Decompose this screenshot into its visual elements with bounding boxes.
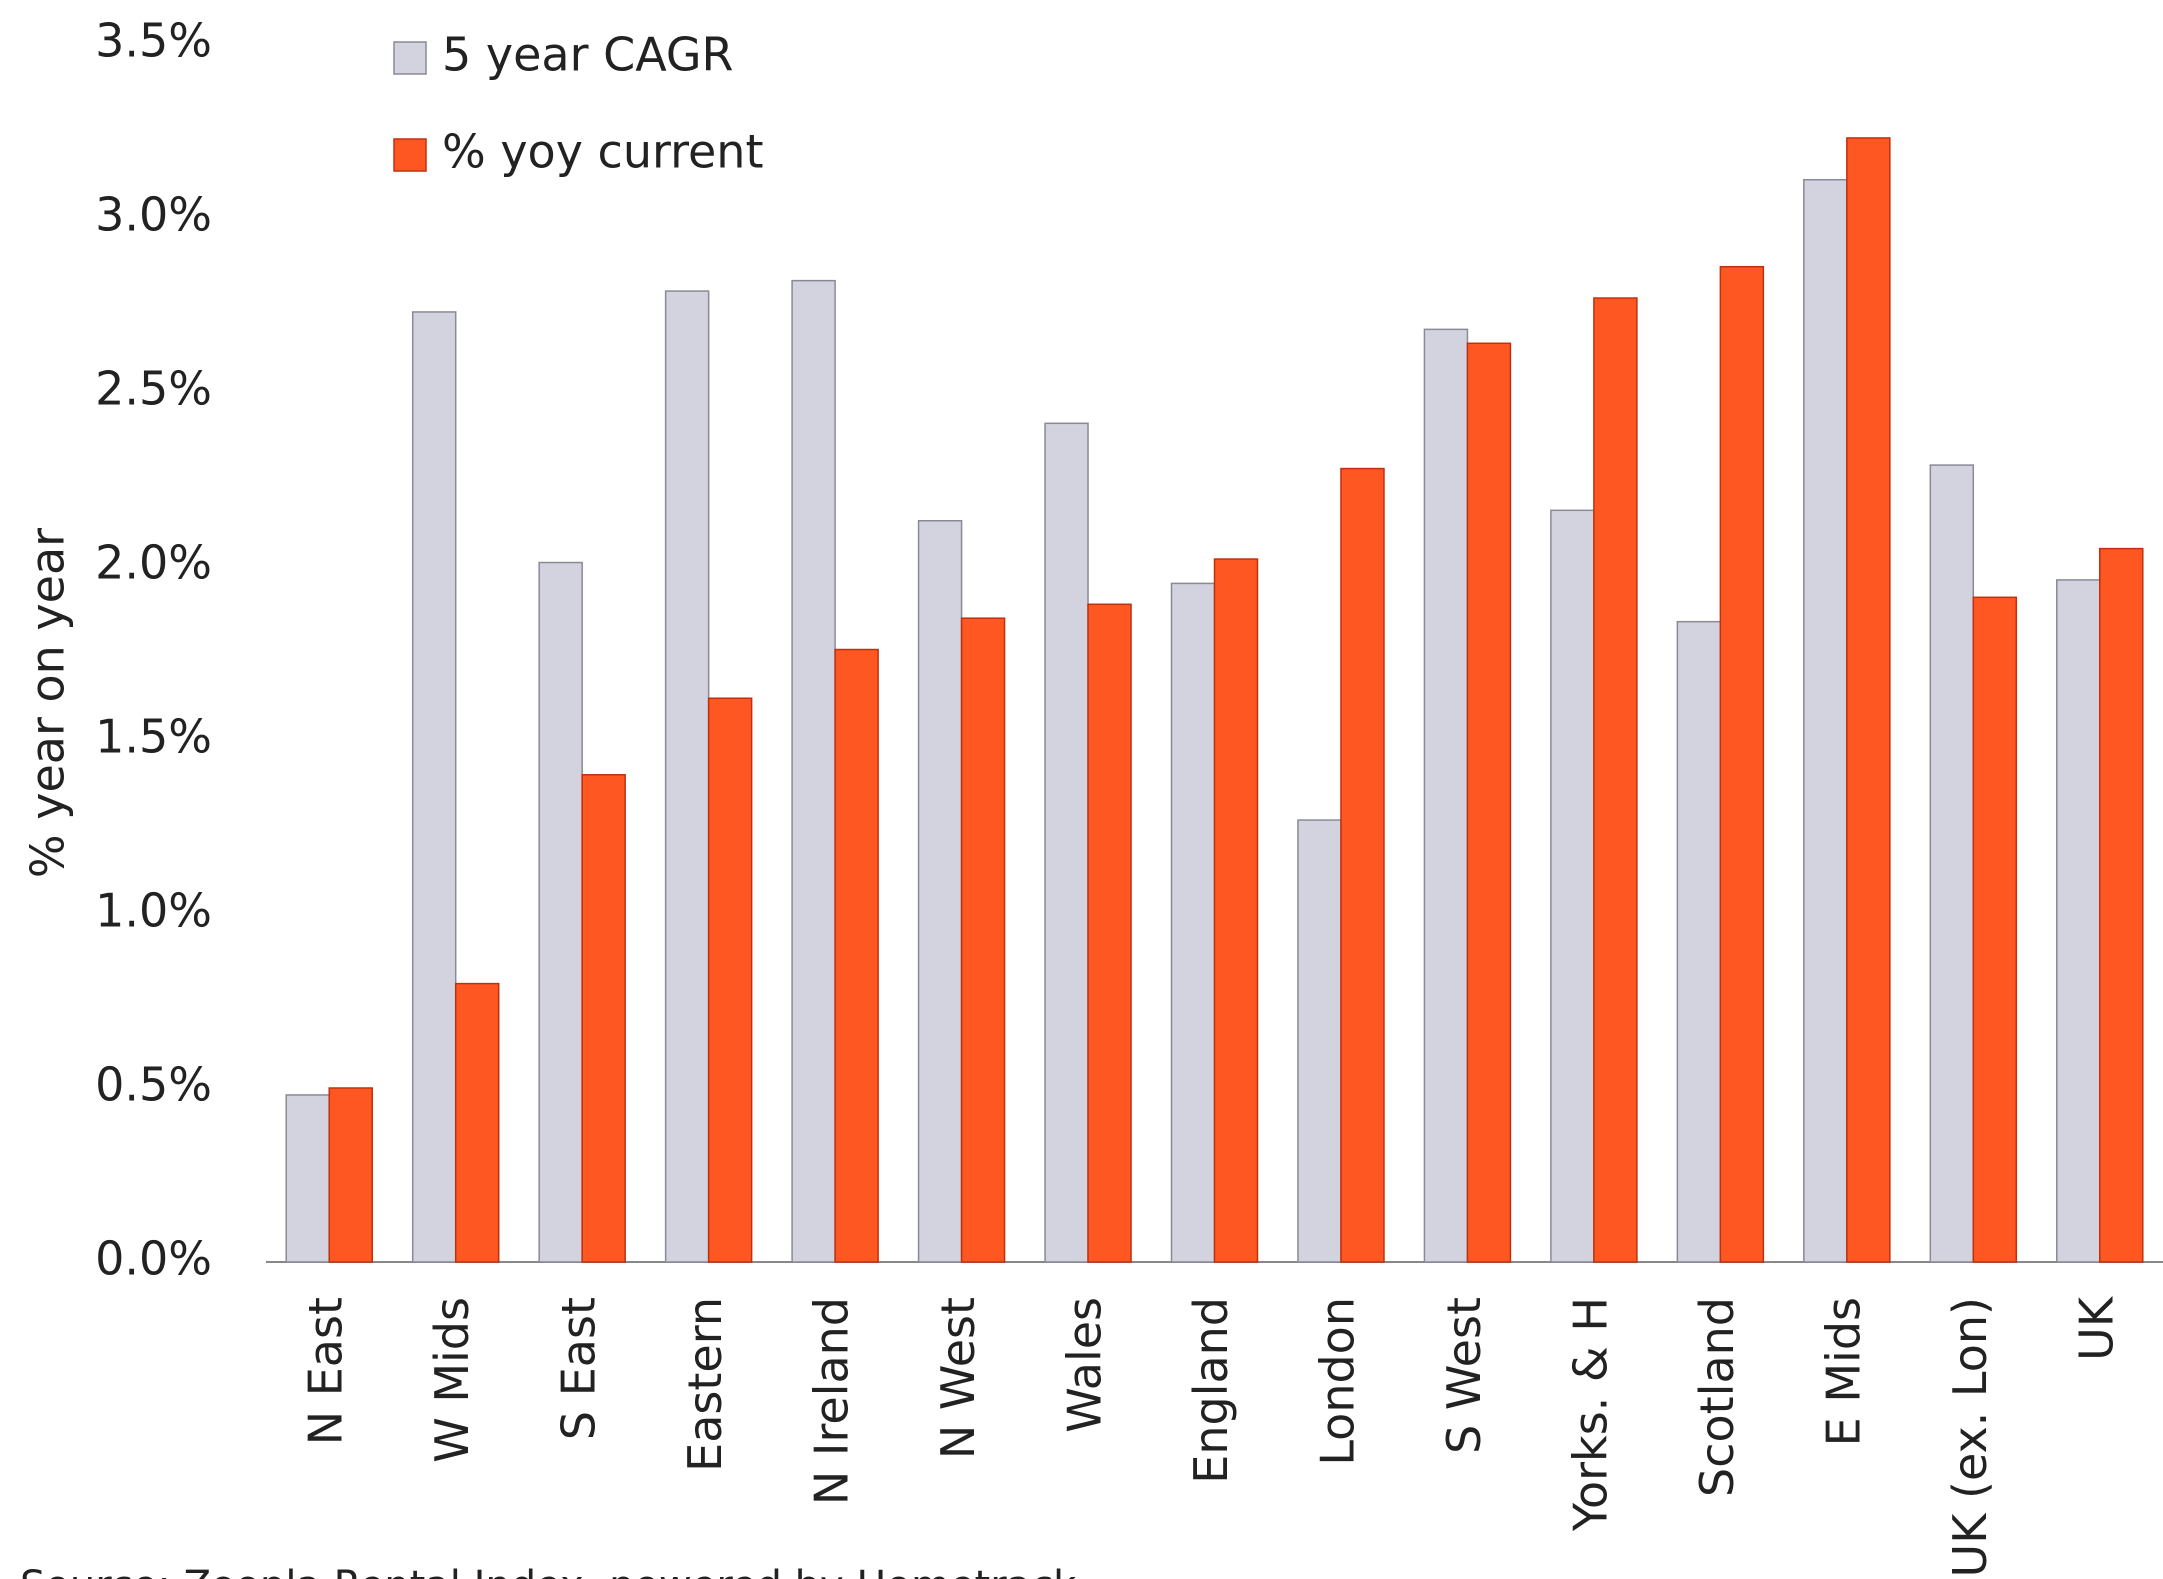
bar: [1846, 137, 1891, 1263]
y-tick-label: 0.5%: [95, 1058, 212, 1112]
bar: [707, 697, 753, 1263]
x-tick-label: England: [1184, 1297, 1238, 1484]
bar: [1044, 422, 1089, 1263]
x-tick-label: E Mids: [1816, 1297, 1870, 1446]
y-tick-label: 1.0%: [95, 884, 212, 938]
bar: [2056, 579, 2101, 1263]
bar: [1297, 819, 1342, 1263]
x-tick-label: UK: [2069, 1295, 2123, 1361]
y-tick-label: 2.5%: [95, 362, 212, 416]
bar: [454, 982, 500, 1263]
x-tick-label: N Ireland: [805, 1297, 859, 1505]
bar: [1550, 509, 1595, 1263]
bar: [538, 561, 583, 1263]
bar: [1466, 342, 1512, 1263]
bar: [960, 617, 1006, 1263]
x-tick-label: Yorks. & H: [1563, 1297, 1617, 1532]
x-tick-label: Wales: [1058, 1297, 1112, 1433]
x-tick-label: S West: [1437, 1297, 1491, 1454]
bar: [1929, 464, 1975, 1263]
bar: [834, 648, 879, 1263]
bar: [581, 774, 626, 1263]
x-tick-label: N East: [299, 1297, 353, 1445]
y-axis-label: % year on year: [21, 528, 75, 878]
bar: [1676, 620, 1722, 1263]
legend-label: % yoy current: [442, 125, 763, 179]
bar: [285, 1094, 330, 1263]
bar: [1170, 582, 1216, 1263]
bar: [1972, 596, 2018, 1263]
x-tick-label: S East: [552, 1297, 606, 1440]
bar: [328, 1087, 373, 1263]
legend-swatch: [393, 41, 427, 75]
bar: [1719, 265, 1765, 1263]
x-tick-label: Eastern: [678, 1297, 732, 1472]
bar: [1213, 558, 1259, 1263]
y-tick-label: 1.5%: [95, 710, 212, 764]
y-tick-label: 3.5%: [95, 14, 212, 68]
bar: [664, 290, 710, 1263]
y-tick-label: 0.0%: [95, 1232, 212, 1286]
x-tick-label: UK (ex. Lon): [1943, 1297, 1997, 1577]
y-tick-label: 2.0%: [95, 536, 212, 590]
x-tick-label: London: [1310, 1297, 1364, 1466]
x-tick-label: Scotland: [1690, 1297, 1744, 1497]
y-tick-label: 3.0%: [95, 188, 212, 242]
x-tick-label: N West: [931, 1297, 985, 1459]
bar: [1087, 603, 1132, 1263]
bar: [1593, 297, 1638, 1263]
legend-label: 5 year CAGR: [442, 28, 734, 82]
source: Source: Zoopla Rental Index, powered by …: [20, 1563, 1077, 1579]
bar: [1423, 328, 1469, 1263]
legend-swatch: [393, 138, 427, 172]
bar: [791, 279, 836, 1263]
bar: [1340, 467, 1385, 1263]
x-tick-label: W Mids: [425, 1297, 479, 1463]
bar: [917, 520, 963, 1263]
bar: [1803, 178, 1848, 1263]
bar: [411, 311, 457, 1263]
bar: [2099, 547, 2144, 1263]
